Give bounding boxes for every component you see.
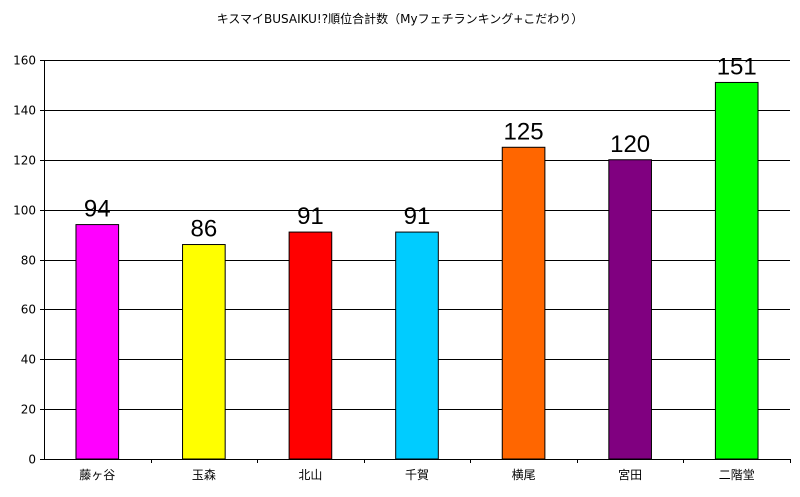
x-category-label: 千賀 — [405, 468, 429, 482]
y-axis-ticks: 0 20 40 60 80 100 120 140 160 — [13, 54, 36, 467]
bars — [75, 81, 759, 460]
data-label: 91 — [297, 203, 324, 230]
bar — [288, 231, 333, 460]
x-axis-categories: 藤ヶ谷 玉森 北山 千賀 横尾 宮田 二階堂 — [79, 467, 754, 482]
chart-title: キスマイBUSAIKU!?順位合計数（Myフェチランキング+こだわり） — [216, 12, 584, 26]
data-label: 125 — [504, 118, 544, 145]
data-label: 91 — [404, 203, 431, 230]
bar — [75, 224, 120, 460]
bar — [714, 81, 759, 460]
y-tick-label: 40 — [21, 353, 36, 367]
bar — [501, 146, 546, 460]
y-tick-label: 80 — [21, 254, 36, 268]
bar — [608, 159, 652, 460]
axes — [40, 60, 791, 463]
bar — [182, 244, 226, 460]
data-label: 151 — [717, 53, 757, 80]
x-category-label: 藤ヶ谷 — [79, 468, 115, 482]
y-tick-label: 20 — [21, 403, 36, 417]
x-category-label: 二階堂 — [719, 467, 755, 482]
y-tick-label: 60 — [21, 303, 36, 317]
y-tick-label: 100 — [13, 204, 36, 218]
y-tick-label: 0 — [28, 453, 36, 467]
data-label: 120 — [610, 131, 650, 158]
x-category-label: 玉森 — [192, 467, 216, 482]
y-tick-label: 160 — [13, 54, 36, 68]
y-tick-label: 140 — [13, 104, 36, 118]
data-label: 86 — [191, 216, 218, 243]
x-category-label: 横尾 — [512, 468, 536, 482]
bar — [395, 231, 439, 460]
x-category-label: 宮田 — [618, 467, 642, 482]
data-label: 94 — [84, 196, 111, 223]
x-category-label: 北山 — [298, 468, 322, 482]
y-tick-label: 120 — [13, 154, 36, 168]
data-labels: 94 86 91 91 125 120 151 — [84, 53, 757, 242]
